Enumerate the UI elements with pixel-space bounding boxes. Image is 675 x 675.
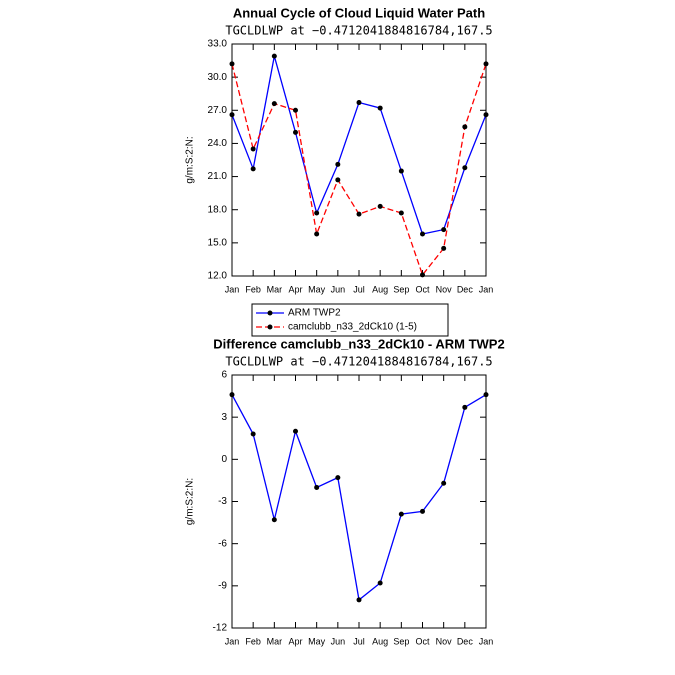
data-point <box>420 272 425 278</box>
data-point <box>420 508 425 514</box>
y-tick-label: 0 <box>221 454 227 465</box>
data-point <box>293 107 298 113</box>
y-tick-label: 3 <box>221 412 227 423</box>
y-tick-label: 21.0 <box>208 171 228 182</box>
x-tick-label: May <box>308 636 326 646</box>
data-point <box>462 124 468 130</box>
x-tick-label: Jan <box>225 284 240 294</box>
data-point <box>356 100 362 106</box>
series-line <box>231 63 487 277</box>
y-tick-label: 15.0 <box>208 237 228 248</box>
legend-box <box>251 303 449 337</box>
x-tick-label: Jul <box>353 284 365 294</box>
y-tick-label: 24.0 <box>208 138 228 149</box>
y-tick-label: -3 <box>218 496 227 507</box>
data-point <box>293 129 298 135</box>
y-tick-label: 18.0 <box>208 204 228 215</box>
x-tick-label: Aug <box>372 636 388 646</box>
x-tick-label: Aug <box>372 284 388 294</box>
series-line <box>231 394 487 602</box>
y-tick-label: 33.0 <box>208 39 228 50</box>
data-point <box>229 61 235 67</box>
y-axis-label: g/m:S:2:N: <box>185 478 196 525</box>
y-tick-label: -12 <box>213 623 228 634</box>
data-point <box>420 231 425 237</box>
y-tick-label: 12.0 <box>208 271 228 282</box>
x-tick-label: Sep <box>393 636 409 646</box>
x-tick-label: Oct <box>415 636 430 646</box>
data-point <box>462 404 468 410</box>
x-tick-label: Dec <box>457 284 474 294</box>
legend-marker <box>267 324 273 330</box>
data-point <box>250 166 256 172</box>
x-tick-label: Mar <box>267 284 283 294</box>
data-point <box>293 428 298 434</box>
data-point <box>462 165 468 171</box>
x-tick-label: Nov <box>436 284 453 294</box>
chart-subtitle: TGCLDLWP at −0.4712041884816784,167.5 <box>225 24 492 38</box>
data-point <box>271 101 277 107</box>
x-tick-label: Feb <box>245 284 261 294</box>
data-point <box>271 517 277 523</box>
x-tick-label: May <box>308 284 326 294</box>
y-tick-label: 6 <box>221 370 227 381</box>
x-tick-label: Oct <box>415 284 430 294</box>
data-point <box>314 484 320 490</box>
chart-title: Annual Cycle of Cloud Liquid Water Path <box>233 5 485 20</box>
data-point <box>250 431 256 437</box>
data-point <box>229 392 235 398</box>
x-tick-label: Jan <box>225 636 240 646</box>
data-point <box>314 210 320 216</box>
data-point <box>335 475 341 481</box>
y-axis-label: g/m:S:2:N: <box>185 136 196 183</box>
data-point <box>229 112 235 118</box>
x-tick-label: Apr <box>288 636 302 646</box>
data-point <box>335 161 341 167</box>
data-point <box>398 168 404 174</box>
legend-label: camclubb_n33_2dCk10 (1-5) <box>288 322 417 333</box>
y-tick-label: -6 <box>218 538 227 549</box>
y-tick-label: 27.0 <box>208 105 228 116</box>
x-tick-label: Jun <box>331 284 346 294</box>
data-point <box>335 177 341 183</box>
data-point <box>314 231 320 237</box>
data-point <box>441 245 447 251</box>
x-tick-label: Sep <box>393 284 409 294</box>
data-point <box>377 203 383 209</box>
x-tick-label: Jul <box>353 636 365 646</box>
x-tick-label: Nov <box>436 636 453 646</box>
y-tick-label: -9 <box>218 580 227 591</box>
data-point <box>377 580 383 586</box>
series-line <box>231 55 487 235</box>
data-point <box>356 211 362 217</box>
data-point <box>356 597 362 603</box>
x-tick-label: Jan <box>479 284 494 294</box>
data-point <box>398 511 404 517</box>
data-point <box>483 392 489 398</box>
x-tick-label: Feb <box>245 636 261 646</box>
data-point <box>483 61 489 67</box>
data-point <box>483 112 489 118</box>
data-point <box>441 227 447 233</box>
legend-label: ARM TWP2 <box>288 308 341 319</box>
chart-title: Difference camclubb_n33_2dCk10 - ARM TWP… <box>213 336 504 351</box>
chart-subtitle: TGCLDLWP at −0.4712041884816784,167.5 <box>225 355 492 369</box>
x-tick-label: Mar <box>267 636 283 646</box>
x-tick-label: Apr <box>288 284 302 294</box>
data-point <box>398 210 404 216</box>
data-point <box>377 105 383 111</box>
data-point <box>271 53 277 59</box>
x-tick-label: Jun <box>331 636 346 646</box>
x-tick-label: Jan <box>479 636 494 646</box>
data-point <box>250 146 256 152</box>
y-tick-label: 30.0 <box>208 72 228 83</box>
data-point <box>441 480 447 486</box>
x-tick-label: Dec <box>457 636 474 646</box>
legend-marker <box>267 310 273 316</box>
